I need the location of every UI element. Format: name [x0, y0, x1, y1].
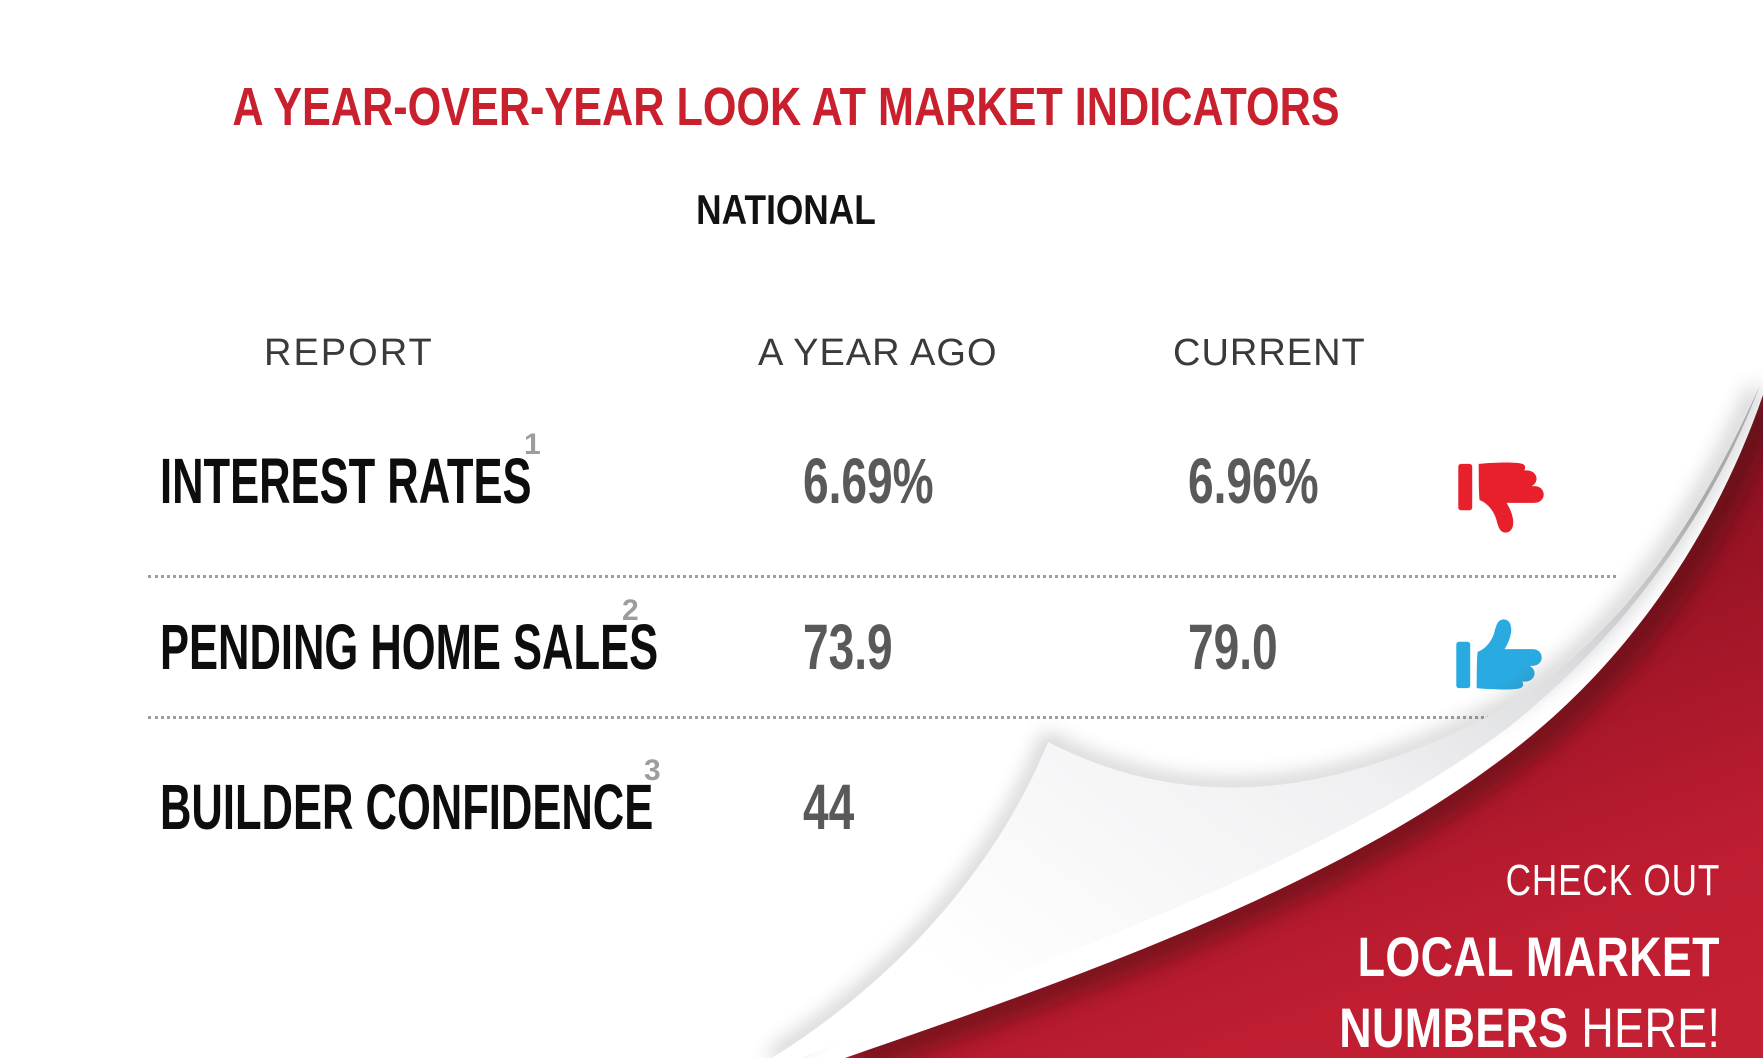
thumbs-up-icon — [1456, 619, 1542, 690]
corner-cta-line3-bold: NUMBERS — [1338, 996, 1569, 1058]
row-label-builder-confidence: BUILDER CONFIDENCE — [160, 771, 654, 843]
page-title: A YEAR-OVER-YEAR LOOK AT MARKET INDICATO… — [232, 77, 1340, 137]
corner-cta-line2: LOCAL MARKET — [1357, 925, 1720, 988]
section-label: NATIONAL — [696, 186, 876, 233]
corner-cta-line3-regular: HERE! — [1568, 996, 1720, 1058]
value-builder-confidence-year-ago: 44 — [803, 771, 855, 843]
value-pending-home-sales-year-ago: 73.9 — [803, 611, 893, 683]
row-label-pending-home-sales: PENDING HOME SALES — [160, 611, 659, 683]
value-interest-rates-current: 6.96% — [1188, 445, 1319, 517]
column-header-year-ago: A YEAR AGO — [758, 332, 998, 374]
corner-cta-line3: NUMBERS HERE! — [1339, 995, 1720, 1058]
value-interest-rates-year-ago: 6.69% — [803, 445, 934, 517]
value-pending-home-sales-current: 79.0 — [1188, 611, 1278, 683]
column-header-report: REPORT — [264, 332, 434, 374]
row-divider — [148, 716, 1490, 719]
corner-cta-line1: CHECK OUT — [1505, 856, 1720, 905]
footnote-marker: 2 — [622, 594, 639, 627]
thumbs-down-icon — [1458, 462, 1544, 533]
row-divider — [148, 575, 1616, 578]
footnote-marker: 3 — [644, 754, 661, 787]
row-label-interest-rates: INTEREST RATES — [160, 445, 532, 517]
column-header-current: CURRENT — [1173, 332, 1366, 374]
footnote-marker: 1 — [524, 428, 541, 461]
